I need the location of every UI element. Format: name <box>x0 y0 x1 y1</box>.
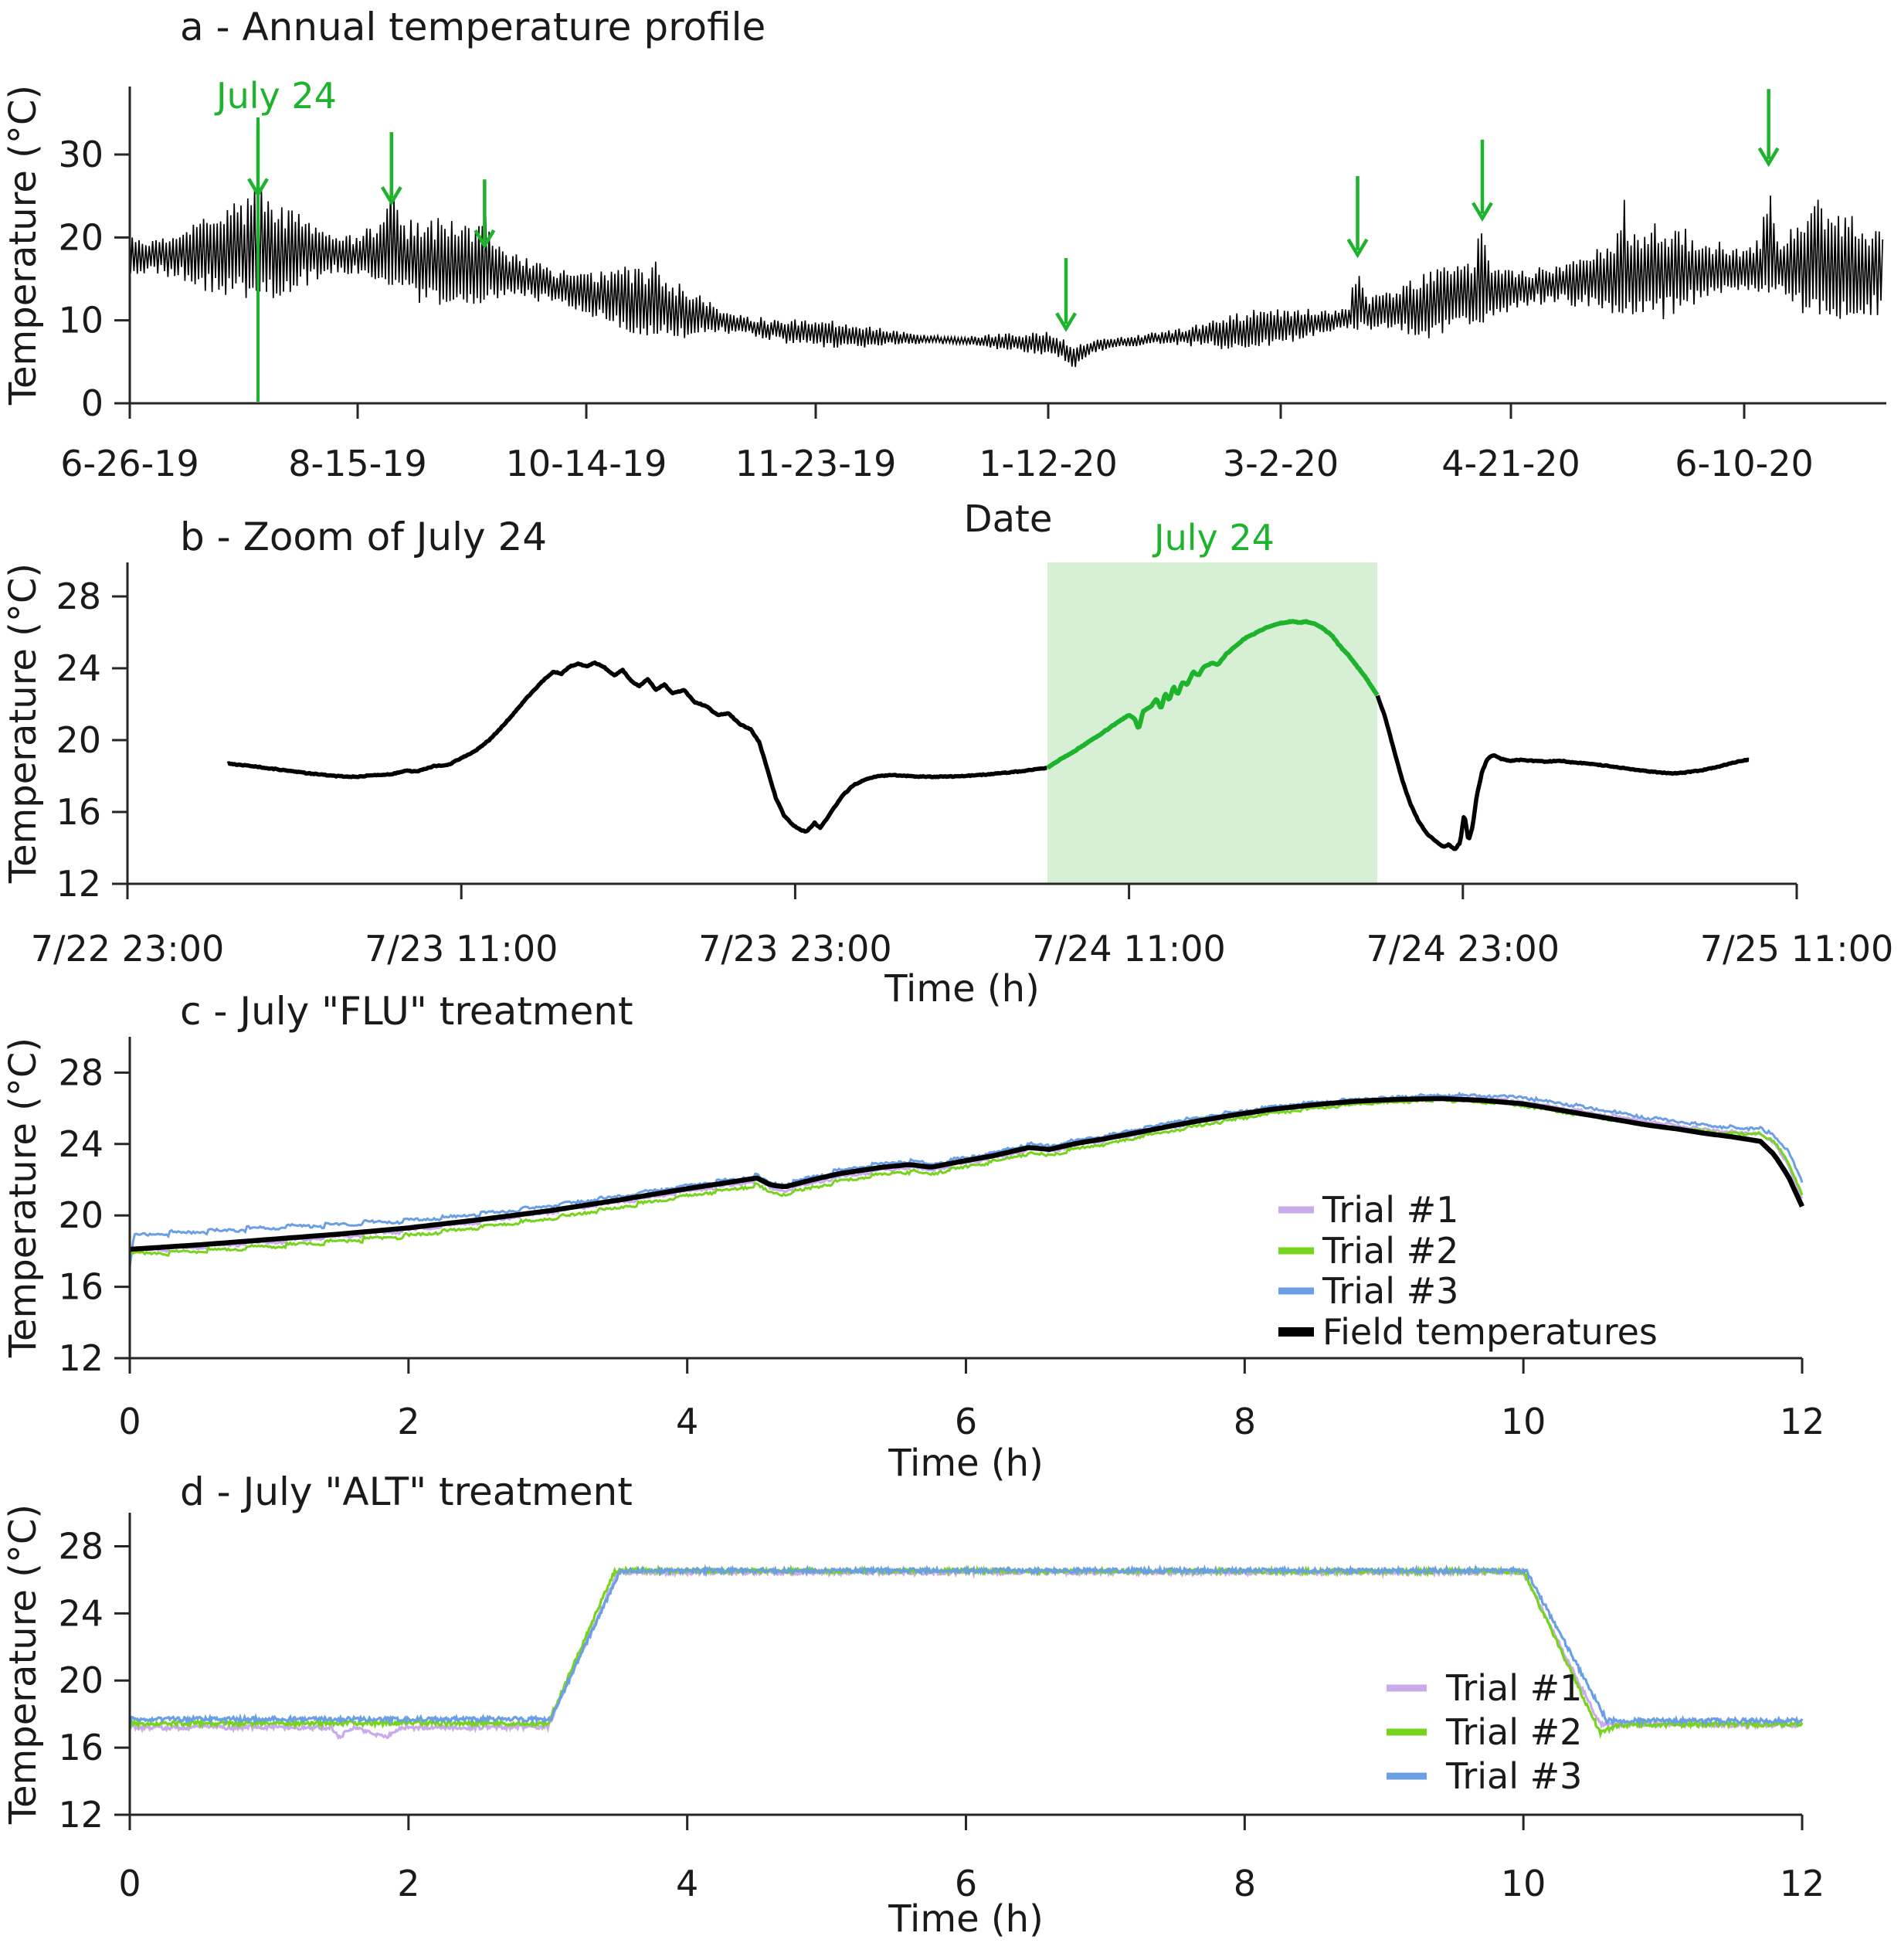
x-tick-label: 10 <box>1501 1863 1546 1904</box>
july24-shaded-region <box>1047 562 1378 884</box>
panel-b-ylabel: Temperature (°C) <box>2 563 45 884</box>
legend-label-3: Trial #3 <box>1445 1755 1582 1797</box>
y-tick-label: 20 <box>56 719 101 761</box>
y-tick-label: 16 <box>58 1266 104 1308</box>
panel-c-xlabel: Time (h) <box>888 1442 1044 1485</box>
x-tick-label: 6 <box>955 1401 977 1442</box>
y-tick-label: 28 <box>56 576 101 617</box>
y-tick-label: 16 <box>58 1727 104 1768</box>
x-tick-label: 8-15-19 <box>288 443 427 484</box>
y-tick-label: 20 <box>58 216 104 258</box>
x-tick-label: 2 <box>397 1401 419 1442</box>
panel-a: July 24 0 10 20 30 6-26-19 8-15-19 10-14-19 11-2… <box>2 5 1886 541</box>
x-tick-label: 1-12-20 <box>979 443 1118 484</box>
panel-a-title: a - Annual temperature profile <box>180 5 765 49</box>
x-tick-label: 0 <box>118 1401 141 1442</box>
x-tick-label: 4-21-20 <box>1441 443 1580 484</box>
series-field-before <box>226 660 1048 834</box>
x-tick-label: 8 <box>1234 1401 1256 1442</box>
x-tick-label: 3-2-20 <box>1223 443 1339 484</box>
legend-label-1: Trial #1 <box>1322 1189 1458 1231</box>
y-tick-label: 12 <box>56 863 101 905</box>
y-tick-label: 30 <box>58 134 104 175</box>
july24-label-a: July 24 <box>214 75 337 117</box>
sample-arrow-head <box>380 186 402 206</box>
legend-label-2: Trial #2 <box>1322 1230 1458 1272</box>
legend-label-4: Field temperatures <box>1322 1311 1658 1353</box>
legend-label-3: Trial #3 <box>1322 1270 1458 1312</box>
x-tick-label: 6-26-19 <box>60 443 199 484</box>
panel-a-ylabel: Temperature (°C) <box>2 85 45 406</box>
x-tick-label: 7/23 23:00 <box>698 928 891 970</box>
panel-b-xlabel: Time (h) <box>884 967 1040 1011</box>
sample-arrow-head <box>1472 202 1493 222</box>
x-tick-label: 2 <box>397 1863 419 1904</box>
series-trial2 <box>128 1564 1804 1740</box>
y-tick-label: 20 <box>58 1194 104 1236</box>
y-tick-label: 24 <box>58 1592 104 1634</box>
y-tick-label: 20 <box>58 1659 104 1701</box>
x-tick-label: 10 <box>1501 1401 1546 1442</box>
x-tick-label: 8 <box>1234 1863 1256 1904</box>
x-tick-label: 0 <box>118 1863 141 1904</box>
legend-label-1: Trial #1 <box>1445 1667 1582 1709</box>
series-field-temperatures <box>129 1095 1804 1252</box>
y-tick-label: 24 <box>58 1123 104 1165</box>
sample-arrow-head <box>247 178 269 198</box>
y-tick-label: 28 <box>58 1525 104 1567</box>
series-july24-highlight <box>1046 619 1380 770</box>
y-tick-label: 12 <box>58 1337 104 1379</box>
sample-arrow-head <box>1757 147 1780 168</box>
panel-a-xlabel: Date <box>964 498 1053 541</box>
y-tick-label: 16 <box>56 791 101 833</box>
series-trial3 <box>128 1092 1804 1268</box>
x-tick-label: 7/22 23:00 <box>31 928 224 970</box>
x-tick-label: 12 <box>1780 1863 1825 1904</box>
july24-label-b: July 24 <box>1152 517 1275 559</box>
sample-arrow-head <box>474 229 496 250</box>
x-tick-label: 7/25 11:00 <box>1700 928 1893 970</box>
x-tick-label: 6 <box>955 1863 977 1904</box>
series-field-after <box>1375 695 1750 851</box>
panel-b: July 24 12 16 20 24 28 7/22 23:00 7/23 11:00 7/2… <box>2 515 1893 1011</box>
x-tick-label: 7/23 11:00 <box>365 928 558 970</box>
y-tick-label: 12 <box>58 1794 104 1836</box>
y-tick-label: 0 <box>81 382 104 424</box>
x-tick-label: 12 <box>1780 1401 1825 1442</box>
sample-arrow-head <box>1055 312 1077 332</box>
y-tick-label: 24 <box>56 647 101 689</box>
panel-d-title: d - July "ALT" treatment <box>180 1469 633 1514</box>
panel-c-ylabel: Temperature (°C) <box>2 1038 45 1358</box>
panel-d-ylabel: Temperature (°C) <box>2 1504 45 1825</box>
legend-label-2: Trial #2 <box>1445 1711 1582 1753</box>
x-tick-label: 7/24 23:00 <box>1366 928 1560 970</box>
x-tick-label: 10-14-19 <box>506 443 667 484</box>
x-tick-label: 4 <box>676 1863 698 1904</box>
y-tick-label: 28 <box>58 1051 104 1093</box>
panel-d-xlabel: Time (h) <box>888 1897 1044 1941</box>
panel-b-title: b - Zoom of July 24 <box>180 515 547 559</box>
series-trial3 <box>128 1564 1804 1727</box>
x-tick-label: 4 <box>676 1401 698 1442</box>
x-tick-label: 11-23-19 <box>735 443 897 484</box>
x-tick-label: 6-10-20 <box>1675 443 1814 484</box>
y-tick-label: 10 <box>58 300 104 341</box>
sample-arrow-head <box>1346 238 1369 259</box>
panel-c-title: c - July "FLU" treatment <box>180 989 633 1034</box>
annual-temperature-series <box>130 172 1884 368</box>
x-tick-label: 7/24 11:00 <box>1032 928 1225 970</box>
